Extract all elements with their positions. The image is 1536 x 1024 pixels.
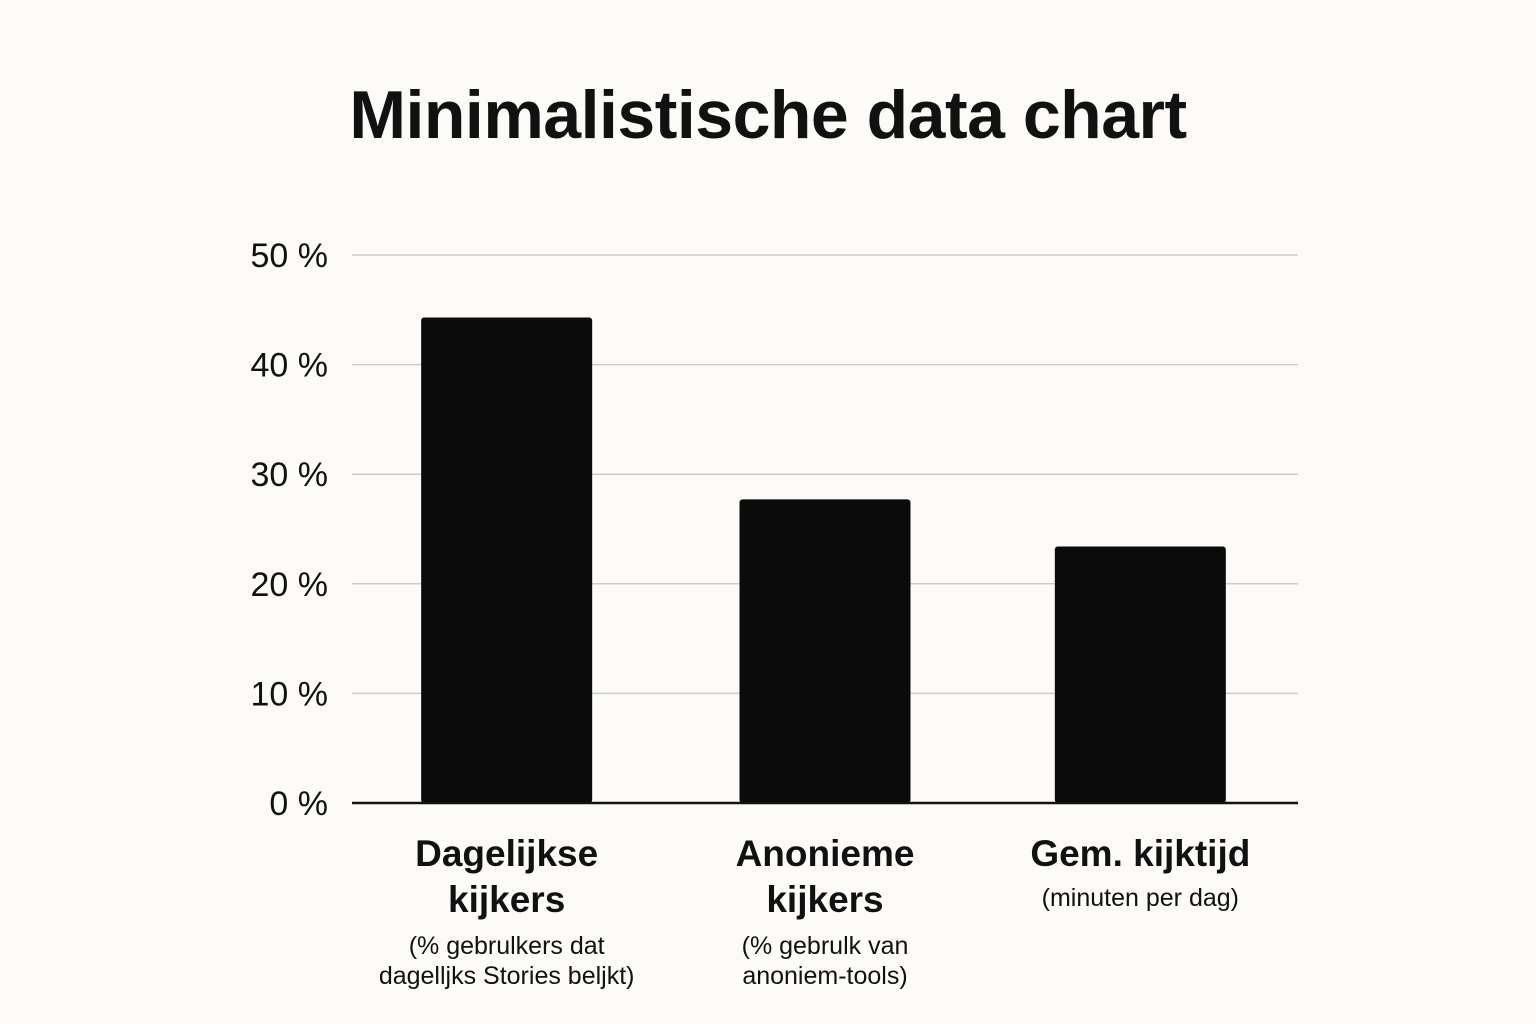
category-label: Gem. kijktijd (minuten per dag) [970, 831, 1310, 913]
y-tick-label: 20 % [251, 566, 329, 604]
y-tick-label: 30 % [251, 456, 329, 494]
chart-title: Minimalistische data chart [349, 77, 1187, 153]
category-label: Anonieme kijkers (% gebrulk van anoniem-too… [655, 831, 995, 991]
y-tick-label: 50 % [251, 237, 329, 275]
category-subtitle: (% gebrulk van anoniem-tools) [655, 931, 995, 991]
category-name-line: kijkers [448, 879, 566, 920]
category-subtitle-line: anoniem-tools) [742, 962, 908, 990]
bar [1054, 546, 1226, 803]
category-subtitle-line: (% gebrulkers dat [408, 932, 605, 960]
category-name: Gem. kijktijd [970, 831, 1310, 877]
y-tick-label: 40 % [251, 347, 329, 385]
category-subtitle: (% gebrulkers dat dagelljks Stories beljk… [337, 931, 677, 991]
category-name-line: Anonieme [735, 833, 915, 874]
category-name-line: Gem. kijktijd [1030, 833, 1251, 874]
category-label: Dagelijkse kijkers (% gebrulkers dat dagell… [337, 831, 677, 991]
category-subtitle-line: dagelljks Stories beljkt) [378, 962, 635, 990]
category-name: Dagelijkse kijkers [337, 831, 677, 923]
category-subtitle-line: (minuten per dag) [1041, 884, 1239, 912]
bar [421, 317, 593, 803]
category-name-line: kijkers [766, 879, 884, 920]
category-name-line: Dagelijkse [415, 833, 599, 874]
category-subtitle-line: (% gebrulk van [741, 932, 909, 960]
category-name: Anonieme kijkers [655, 831, 995, 923]
y-tick-label: 10 % [251, 675, 329, 713]
y-tick-label: 0 % [269, 785, 328, 823]
bar [739, 499, 911, 803]
category-subtitle: (minuten per dag) [970, 883, 1310, 913]
